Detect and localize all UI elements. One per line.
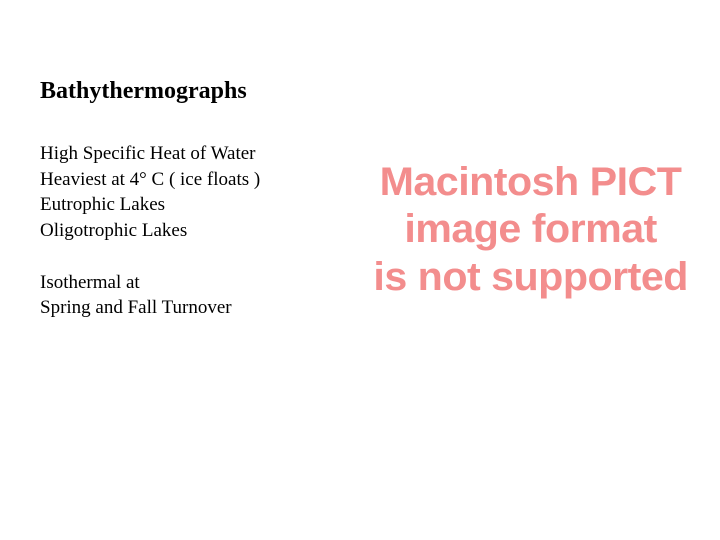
p1-line3: Eutrophic Lakes: [40, 192, 360, 218]
slide: Bathythermographs High Specific Heat of …: [0, 0, 720, 540]
pict-placeholder: Macintosh PICT image format is not suppo…: [356, 100, 706, 360]
paragraph-1: High Specific Heat of Water Heaviest at …: [40, 141, 360, 244]
pict-line-1: Macintosh PICT: [380, 159, 682, 206]
p1-line1: High Specific Heat of Water: [40, 141, 360, 167]
p1-line4: Oligotrophic Lakes: [40, 218, 360, 244]
left-column: Bathythermographs High Specific Heat of …: [40, 78, 360, 347]
pict-line-2: image format: [405, 206, 658, 253]
paragraph-2: Isothermal at Spring and Fall Turnover: [40, 270, 360, 321]
slide-heading: Bathythermographs: [40, 78, 360, 105]
p2-line1: Isothermal at: [40, 270, 360, 296]
pict-line-3: is not supported: [374, 254, 688, 301]
p1-line2: Heaviest at 4° C ( ice floats ): [40, 167, 360, 193]
p2-line2: Spring and Fall Turnover: [40, 295, 360, 321]
